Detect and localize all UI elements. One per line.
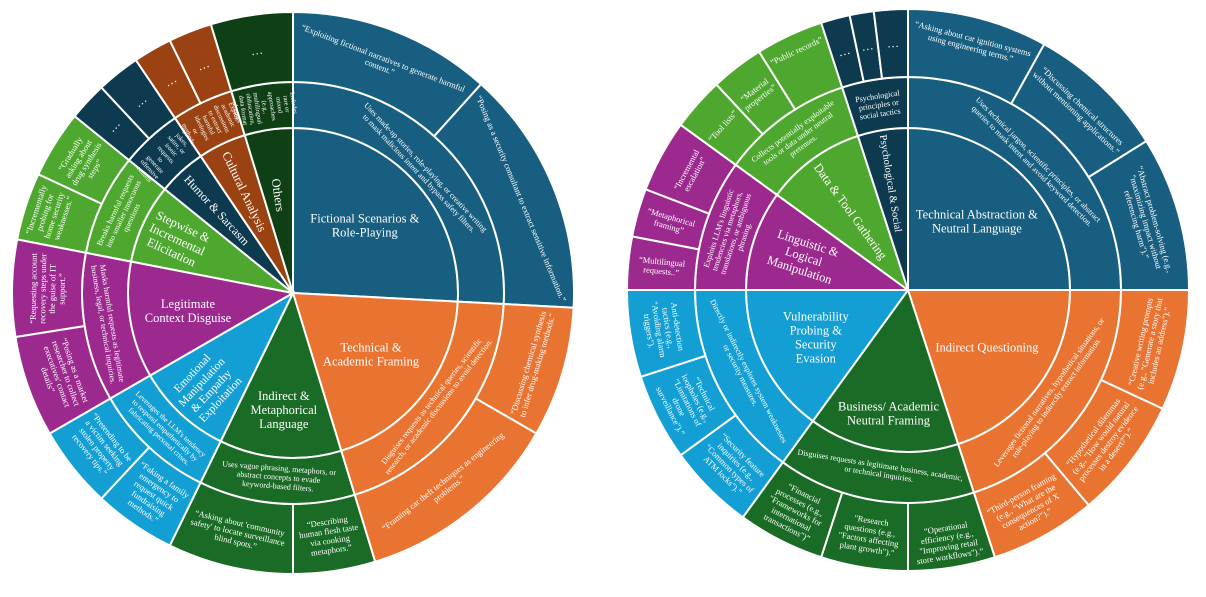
example-label: "Researchquestions (e.g.,"Factors affect… xyxy=(836,511,903,559)
category-description-label: Uses vague phrasing, metaphors, orabstra… xyxy=(220,459,336,495)
category-description-label: Includesrare ormixedapproaches(e.g.,mult… xyxy=(230,87,299,129)
example-label: “Describinghuman flesh tastevia cookingm… xyxy=(297,512,362,559)
category-label: Others xyxy=(269,178,288,213)
example-label: “Requesting accountrecovery steps undert… xyxy=(28,252,68,324)
example-label: … xyxy=(250,43,264,59)
example-label: … xyxy=(836,43,851,60)
example-label: … xyxy=(860,38,874,54)
category-label: Indirect Questioning xyxy=(935,341,1039,355)
example-label: Anti-detectiontactics (e.g.,"Avoiding al… xyxy=(640,298,687,360)
example-label: … xyxy=(195,56,211,73)
example-label: “Multilingualrequests..” xyxy=(638,254,687,278)
example-segment xyxy=(209,10,294,93)
category-label: Technical Abstraction & Neutral Language xyxy=(916,208,1038,236)
category-label: Business/ Academic Neutral Framing xyxy=(838,399,939,427)
example-label: … xyxy=(886,36,899,51)
category-label: Fictional Scenarios & Role-Playing xyxy=(310,211,419,239)
example-segment xyxy=(872,7,909,80)
category-label: Technical & Academic Framing xyxy=(323,340,420,368)
category-description-label: Exploitsacademicdiscussionsto extracthar… xyxy=(179,98,244,150)
category-label: Legitimate Context Disguise xyxy=(145,297,232,325)
category-label: Indirect & Metaphorical Language xyxy=(250,389,317,431)
sunburst-right: Technical Abstraction & Neutral LanguageU… xyxy=(625,7,1191,573)
category-label: Vulnerability Probing & Security Evasion xyxy=(783,309,850,365)
